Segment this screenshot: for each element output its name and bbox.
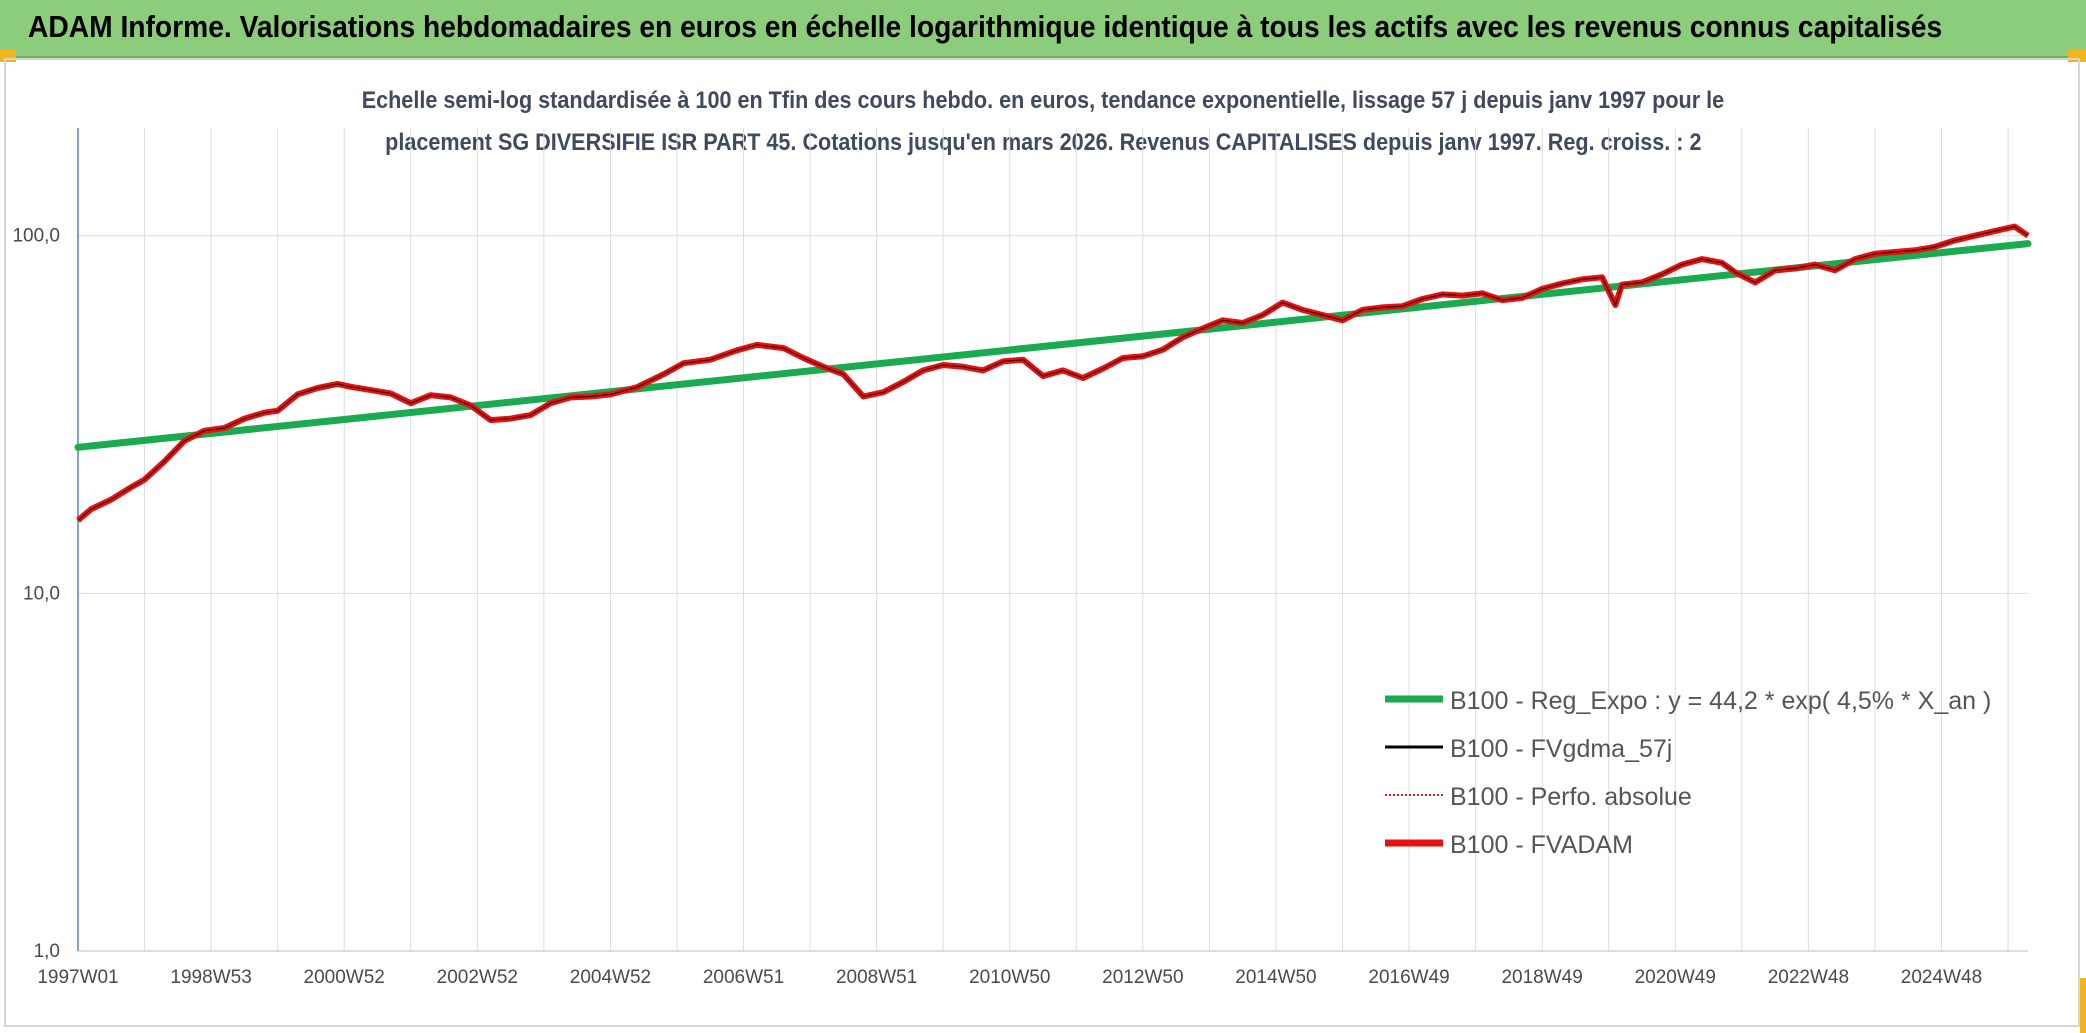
x-tick-label: 2022W48 — [1768, 967, 1849, 988]
series — [74, 223, 2032, 523]
corner-marker-bottom-right — [2080, 978, 2086, 1033]
header-banner: ADAM Informe. Valorisations hebdomadaire… — [0, 0, 2086, 58]
x-tick-label: 2014W50 — [1235, 967, 1316, 988]
gridlines — [78, 128, 2028, 952]
chart-title-line-1: Echelle semi-log standardisée à 100 en T… — [361, 87, 1725, 114]
legend-label-perfo-absolue: B100 - Perfo. absolue — [1450, 783, 1692, 811]
x-tick-label: 1998W53 — [170, 967, 251, 988]
legend-label-fvadam: B100 - FVADAM — [1450, 831, 1633, 859]
x-tick-label: 2020W49 — [1635, 967, 1716, 988]
chart-frame — [4, 58, 2080, 1027]
y-tick-label: 1,0 — [34, 941, 60, 962]
axes: 1,0 10,0 100,0 1997W01 1998W53 2000W52 2002W52… — [12, 128, 2028, 988]
x-tick-label: 2012W50 — [1102, 967, 1183, 988]
x-tick-label: 2004W52 — [570, 967, 651, 988]
page-title: ADAM Informe. Valorisations hebdomadaire… — [28, 9, 1943, 44]
x-tick-label: 2016W49 — [1368, 967, 1449, 988]
chart-title-line-2: placement SG DIVERSIFIE ISR PART 45. Cot… — [384, 129, 1702, 156]
x-tick-label: 2008W51 — [836, 967, 917, 988]
y-tick-label: 100,0 — [12, 226, 60, 247]
y-tick-label: 10,0 — [23, 583, 60, 604]
x-tick-label: 2002W52 — [437, 967, 518, 988]
x-tick-label: 2024W48 — [1901, 967, 1982, 988]
legend-label-reg-expo: B100 - Reg_Expo : y = 44,2 * exp( 4,5% *… — [1450, 687, 1991, 715]
x-tick-label: 2018W49 — [1501, 967, 1582, 988]
x-tick-label: 2000W52 — [304, 967, 385, 988]
series-line-fvgdma — [77, 226, 2029, 521]
x-tick-label: 2006W51 — [703, 967, 784, 988]
x-tick-label: 2010W50 — [969, 967, 1050, 988]
legend: B100 - Reg_Expo : y = 44,2 * exp( 4,5% *… — [1385, 687, 1991, 859]
series-line-reg-expo — [74, 240, 2032, 451]
legend-label-fvgdma: B100 - FVgdma_57j — [1450, 735, 1672, 763]
x-tick-label: 1997W01 — [37, 967, 118, 988]
